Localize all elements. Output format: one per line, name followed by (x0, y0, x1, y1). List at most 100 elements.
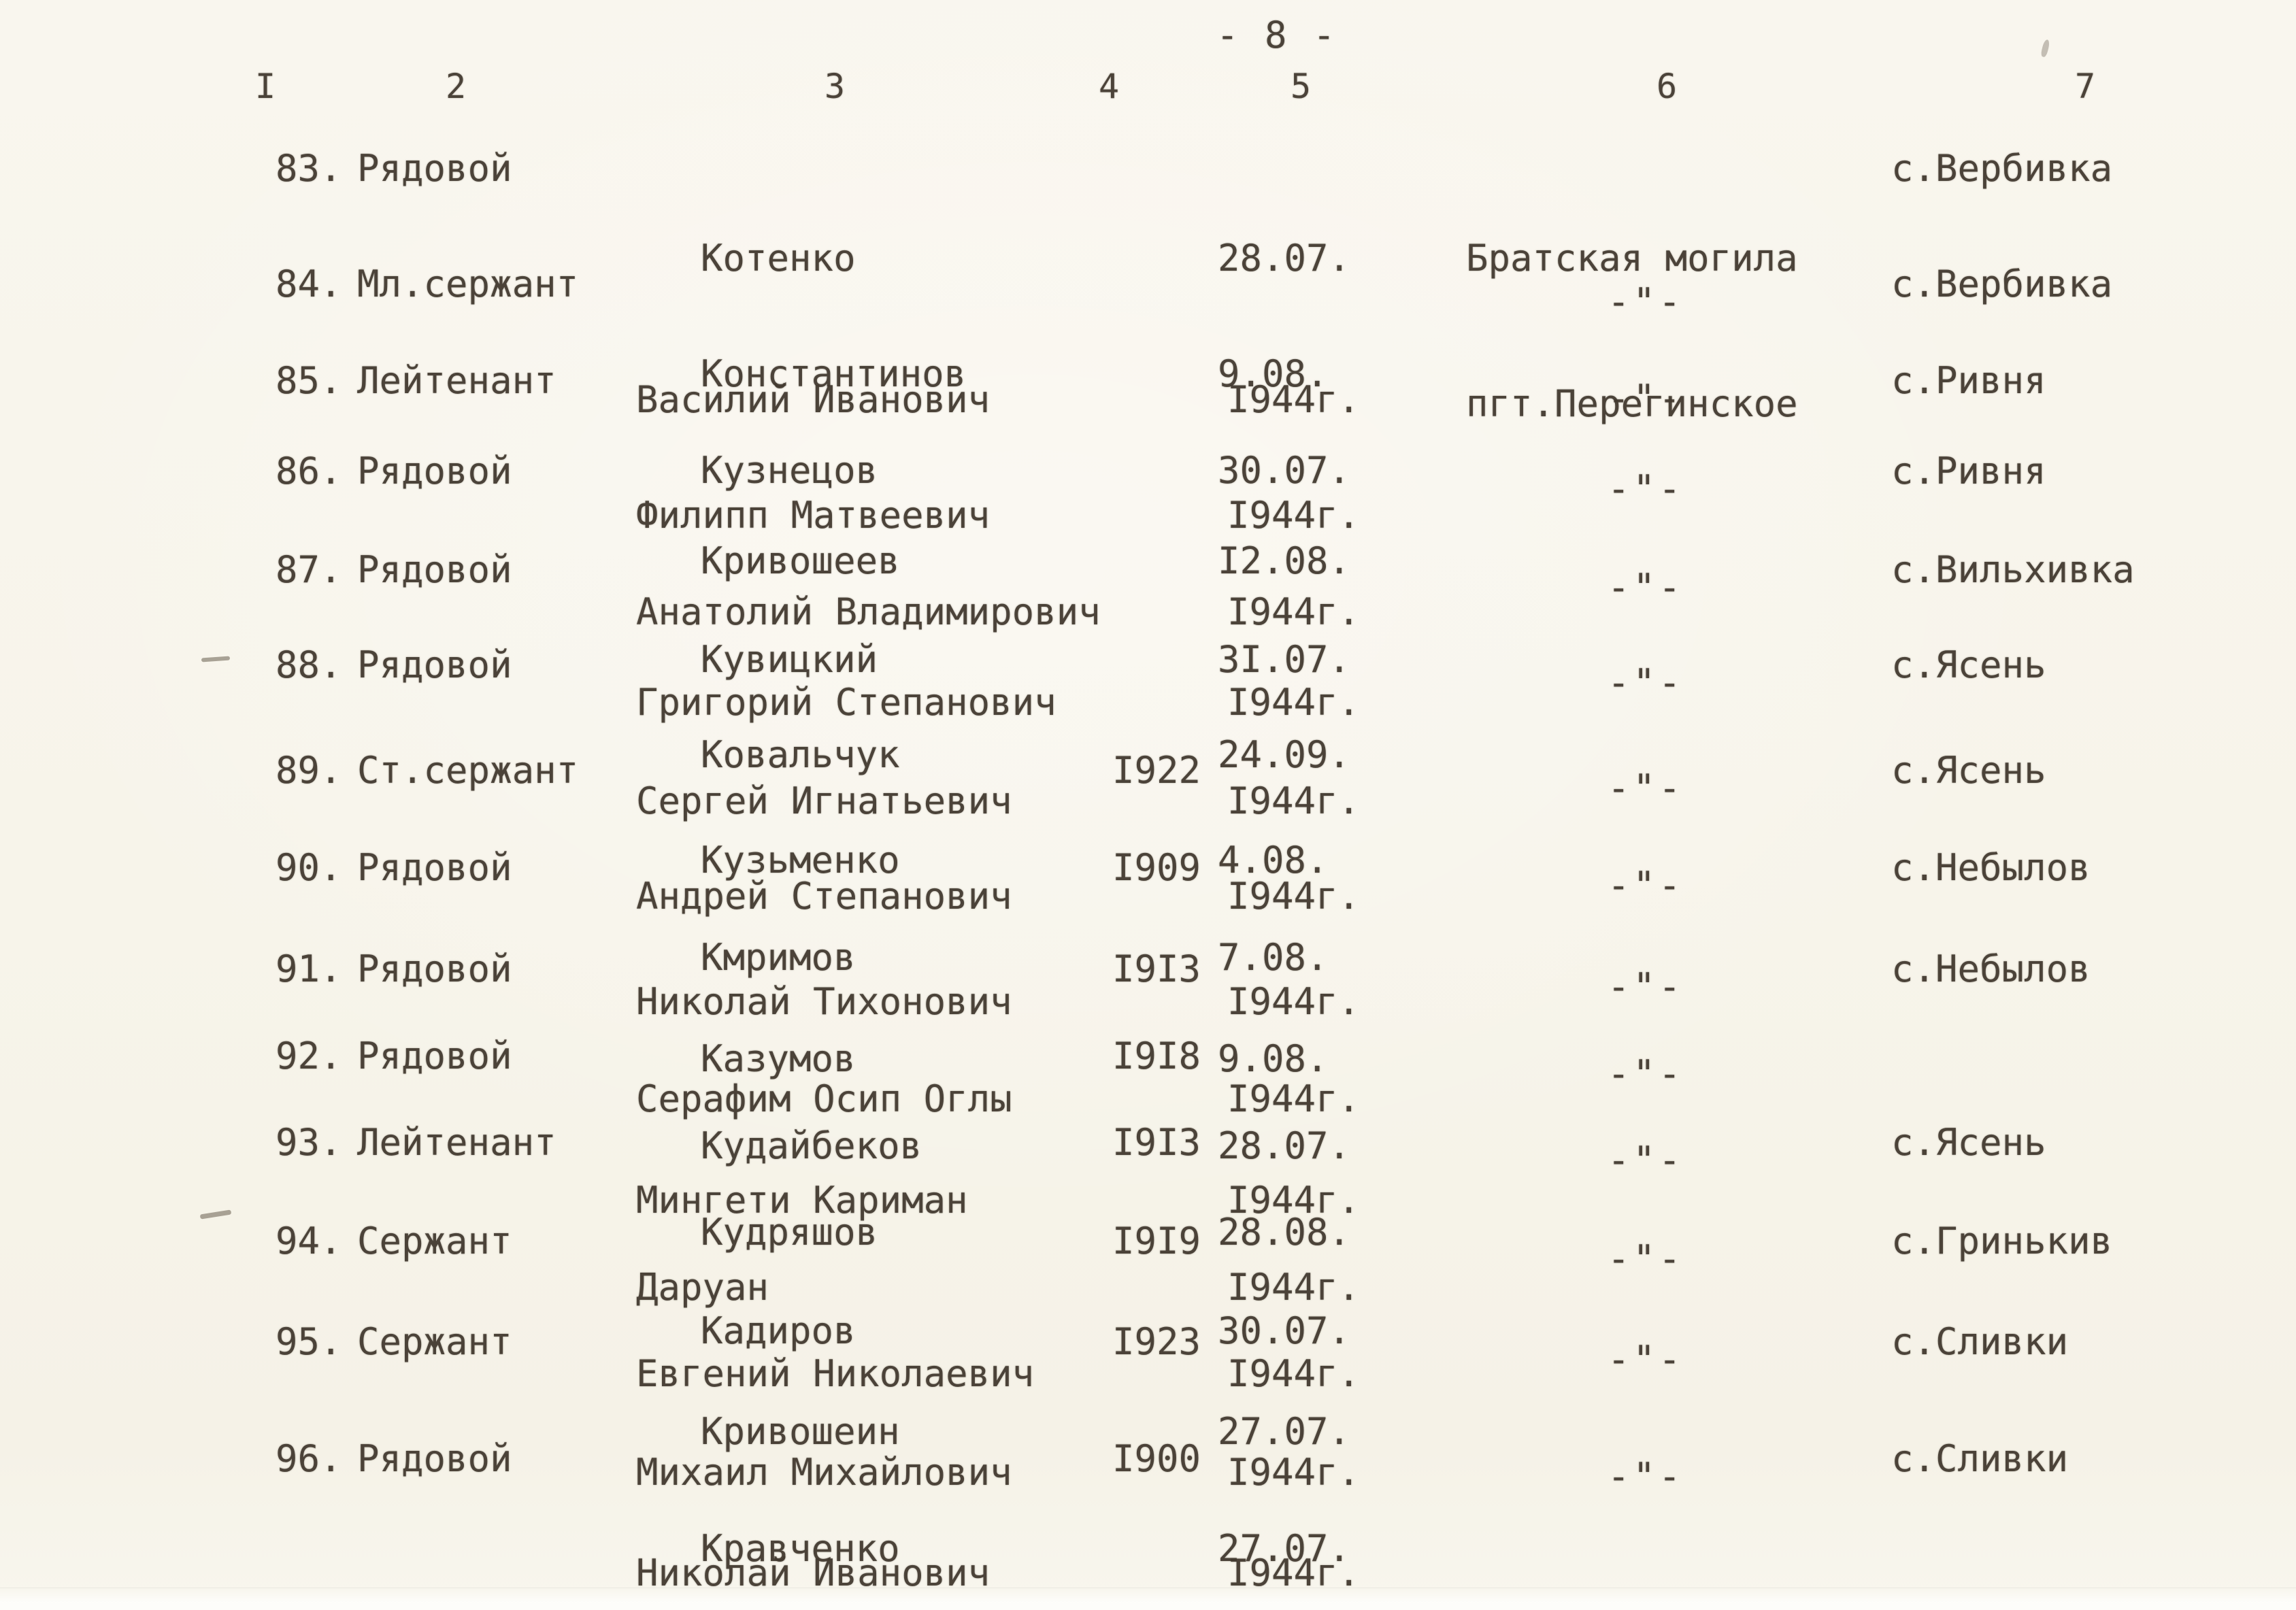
death-day: 7.08. (1218, 936, 1329, 979)
ditto-mark: -"- (1608, 467, 1684, 510)
surname: Котенко (701, 237, 856, 280)
name-block: Кадиров Михаил Михайлович (636, 1219, 1126, 1585)
given-names: Николай Тихонович (636, 980, 1012, 1023)
column-header-3: 3 (824, 67, 846, 106)
surname: Кадиров (701, 1309, 856, 1352)
death-date: 4.08. I944г. (1218, 748, 1360, 1114)
surname: Кравченко (701, 1527, 900, 1570)
rank: Рядовой (357, 643, 512, 686)
row-number: 94. (276, 1220, 342, 1262)
rank: Рядовой (357, 147, 512, 190)
village: с.Сливки (1891, 1320, 2069, 1363)
burial-place: -"- (1466, 1219, 1888, 1544)
death-date: 30.07. I944г. (1218, 358, 1360, 724)
death-date: 27.07. I944г. (1218, 1320, 1360, 1610)
burial-place: -"- (1466, 449, 1888, 774)
table-row: 88. Рядовой Ковальчук Андрей Степанович … (0, 643, 2296, 918)
ditto-mark: -"- (1608, 1455, 1684, 1498)
name-block: Кравченко Е вдоким Степанович (636, 1437, 1126, 1610)
rank: Ст.сержант (357, 749, 579, 792)
death-day: 28.08. (1218, 1211, 1351, 1254)
death-day: 27.07. (1218, 1527, 1351, 1570)
village: с.Ясень (1891, 749, 2046, 792)
village: с.Вербивка (1891, 147, 2113, 190)
burial-line-1: Братская могила (1466, 237, 1798, 280)
death-date: 3I.07. I944г. (1218, 548, 1360, 913)
ditto-mark: -"- (1608, 1139, 1684, 1181)
column-header-2: 2 (445, 67, 467, 106)
death-year: I944г. (1227, 875, 1361, 918)
ditto-mark: -"- (1608, 1237, 1684, 1280)
death-date: 28.07. I944г. (1218, 146, 1360, 512)
death-date: I2.08. I944г. (1218, 449, 1360, 815)
death-day: 9.08. (1218, 1037, 1329, 1080)
rank: Лейтенант (357, 1121, 556, 1164)
column-header-4: 4 (1098, 67, 1120, 106)
name-block: Кривошеев Григорий Степанович (636, 449, 1126, 815)
death-date: 30.07. I944г. (1218, 1219, 1360, 1585)
row-number: 95. (276, 1320, 342, 1363)
name-block: Кривошеин Николай Иванович (636, 1320, 1126, 1610)
given-names: Евгений Николаевич (636, 1352, 1035, 1395)
village: с.Вильхивка (1891, 548, 2135, 591)
death-year: I944г. (1227, 590, 1361, 633)
table-row: 93. Лейтенант Кудряшов Евгений Николаеви… (0, 1120, 2296, 1395)
surname: Кудряшов (701, 1211, 878, 1254)
village: с.Вербивка (1891, 263, 2113, 305)
row-number: 90. (276, 846, 342, 889)
given-names: Василий Иванович (636, 378, 991, 421)
given-names: Серафим Осип Оглы (636, 1077, 1012, 1120)
row-number: 91. (276, 947, 342, 990)
village: с.Ясень (1891, 1121, 2046, 1164)
birth-year: I9I8 (1112, 1035, 1201, 1077)
name-block: Кудайбеков Даруан (636, 1034, 1126, 1400)
birth-year: I909 (1112, 846, 1201, 889)
column-header-5: 5 (1290, 67, 1312, 106)
death-day: 9.08. (1218, 352, 1329, 395)
death-date: 28.07. I944г. (1218, 1034, 1360, 1400)
given-names: Григорий Степанович (636, 681, 1057, 724)
burial-place: -"- (1466, 748, 1888, 1073)
row-number: 83. (276, 147, 342, 190)
rank: Рядовой (357, 548, 512, 591)
rank: Рядовой (357, 1035, 512, 1077)
surname: Кмримов (701, 936, 856, 979)
death-day: 3I.07. (1218, 638, 1351, 681)
village: с.Небылов (1891, 947, 2091, 990)
surname: Кудайбеков (701, 1124, 922, 1167)
rank: Рядовой (357, 1437, 512, 1480)
death-year: I944г. (1227, 1552, 1361, 1594)
name-block: Кудряшов Евгений Николаевич (636, 1120, 1126, 1486)
row-number: 96. (276, 1437, 342, 1480)
surname: Кривошеин (701, 1410, 900, 1453)
surname: Кузьменко (701, 839, 900, 882)
rank: Рядовой (357, 450, 512, 492)
name-block: Кузнецов Анатолий Владимирович (636, 358, 1126, 724)
burial-place: -"- (1466, 262, 1888, 587)
ditto-mark: -"- (1608, 661, 1684, 704)
death-date: 27.07. I944г. (1218, 1437, 1360, 1610)
table-row: 87. Рядовой Кувицкий Сергей Игнатьевич 3… (0, 548, 2296, 822)
death-year: I944г. (1227, 681, 1361, 724)
row-number: 84. (276, 263, 342, 305)
surname: Константинов (701, 352, 967, 395)
death-day: I2.08. (1218, 539, 1351, 582)
burial-place: -"- (1466, 1437, 1888, 1610)
column-header-7: 7 (2074, 67, 2096, 106)
row-number: 93. (276, 1121, 342, 1164)
table-row: 84. Мл.сержант Константинов Филипп Матве… (0, 262, 2296, 537)
name-block: Кмримов Серафим Осип Оглы (636, 845, 1126, 1211)
burial-place: -"- (1466, 1034, 1888, 1359)
given-names: Филипп Матвеевич (636, 494, 991, 537)
table-row: 96. Рядовой Кравченко Е вдоким Степанови… (0, 1437, 2296, 1570)
death-date: 28.08. I944г. (1218, 1120, 1360, 1486)
birth-year: I923 (1112, 1320, 1201, 1363)
burial-place: -"- (1466, 1120, 1888, 1445)
table-row: 85. Лейтенант Кузнецов Анатолий Владимир… (0, 358, 2296, 633)
scan-edge (0, 1588, 2296, 1610)
village: с.Гринькив (1891, 1220, 2113, 1262)
rank: Сержант (357, 1320, 512, 1363)
row-number: 85. (276, 359, 342, 402)
